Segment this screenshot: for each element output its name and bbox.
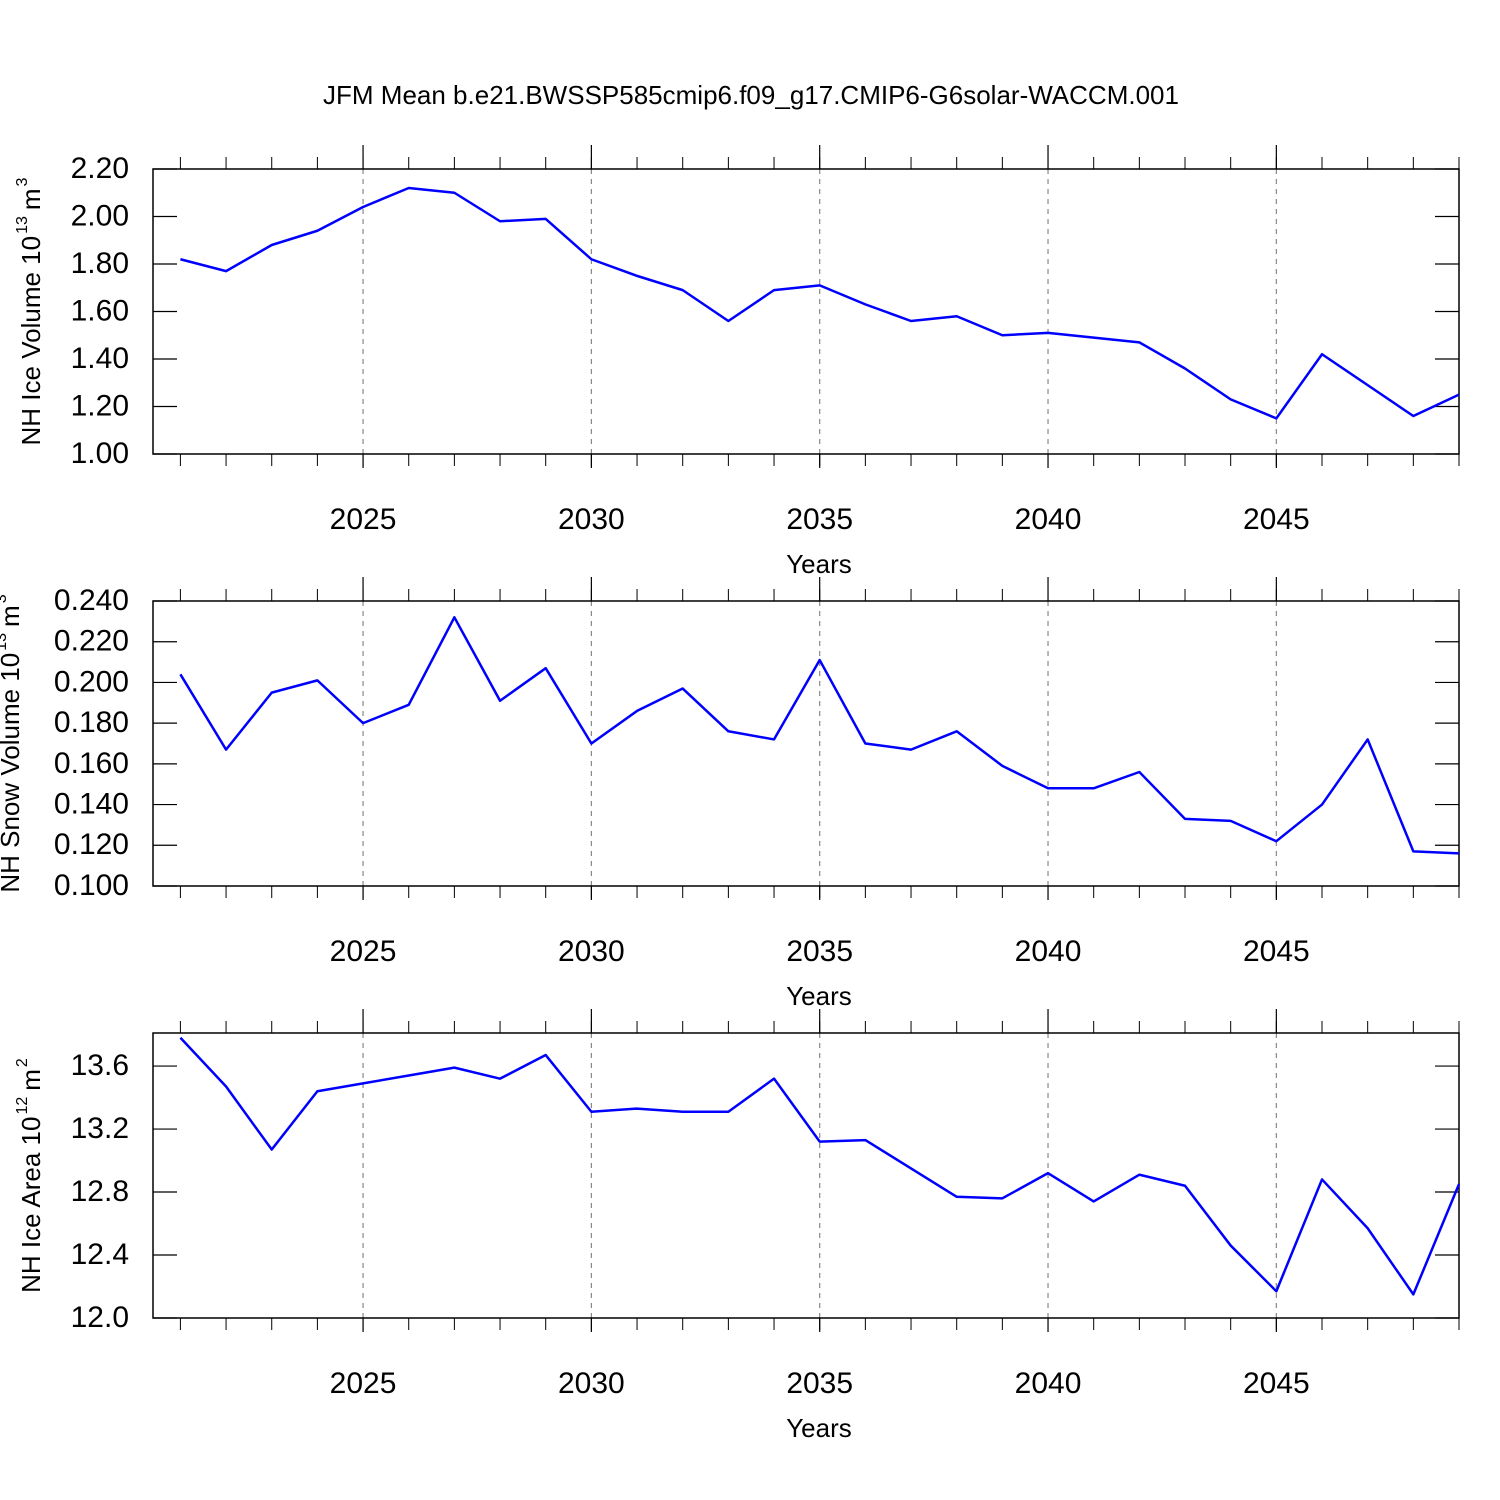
y-tick-label: 0.160: [54, 747, 129, 780]
y-tick-label: 0.200: [54, 665, 129, 698]
y-axis-label-superscript: 12: [14, 1097, 31, 1115]
y-tick-label: 12.0: [71, 1301, 129, 1334]
x-tick-label: 2025: [330, 935, 397, 968]
x-tick-label: 2035: [786, 1367, 853, 1400]
x-tick-label: 2040: [1015, 1367, 1082, 1400]
y-tick-label: 13.2: [71, 1112, 129, 1145]
y-axis-label-text: NH Snow Volume 10: [0, 653, 25, 893]
x-tick-label: 2045: [1243, 503, 1310, 536]
y-axis-label-superscript: 3: [14, 177, 31, 186]
y-axis-label-text: NH Ice Volume 10: [16, 236, 46, 446]
data-line: [179, 616, 1460, 855]
plot-frame: [152, 168, 1460, 455]
y-axis-label-text: m: [16, 1069, 46, 1091]
y-axis-label-text: m: [16, 188, 46, 210]
y-axis-label-superscript: 13: [14, 216, 31, 234]
data-line: [180, 186, 1460, 420]
x-tick-label: 2035: [786, 503, 853, 536]
y-axis-label: NH Snow Volume 10 13 m 3: [0, 594, 25, 892]
y-tick-label: 2.20: [71, 152, 129, 185]
y-axis-label-superscript: 2: [14, 1058, 31, 1067]
x-tick-label: 2040: [1015, 503, 1082, 536]
x-axis-label: Years: [786, 981, 852, 1011]
y-tick-label: 0.240: [54, 584, 129, 617]
y-axis-label: NH Ice Volume 10 13 m 3: [14, 177, 46, 445]
y-tick-label: 1.40: [71, 342, 129, 375]
y-tick-label: 12.4: [71, 1238, 129, 1271]
panel: 2025 2030 2035 2040 2045 12.0 12.4 12.8 13.2 13.6…: [14, 1009, 1461, 1443]
y-axis-label-text: m: [0, 605, 25, 627]
x-tick-label: 2025: [330, 503, 397, 536]
x-tick-label: 2025: [330, 1367, 397, 1400]
y-tick-label: 0.180: [54, 706, 129, 739]
y-tick-label: 1.60: [71, 294, 129, 327]
y-tick-label: 0.140: [54, 787, 129, 820]
y-tick-label: 12.8: [71, 1175, 129, 1208]
y-axis-label: NH Ice Area 10 12 m 2: [14, 1058, 46, 1293]
x-tick-label: 2035: [786, 935, 853, 968]
x-tick-label: 2040: [1015, 935, 1082, 968]
figure-title: JFM Mean b.e21.BWSSP585cmip6.f09_g17.CMI…: [323, 80, 1179, 110]
y-axis-label-superscript: 3: [0, 594, 10, 603]
y-tick-label: 0.100: [54, 869, 129, 902]
plot-frame: [152, 600, 1460, 887]
y-tick-label: 1.80: [71, 247, 129, 280]
x-tick-label: 2030: [558, 1367, 625, 1400]
x-tick-label: 2045: [1243, 1367, 1310, 1400]
y-tick-label: 13.6: [71, 1049, 129, 1082]
x-axis-label: Years: [786, 1413, 852, 1443]
panel: 2025 2030 2035 2040 2045 1.00 1.20 1.40 1.60 1.80…: [14, 145, 1460, 579]
y-tick-label: 0.220: [54, 625, 129, 658]
y-tick-label: 2.00: [71, 199, 129, 232]
plot-frame: [152, 1032, 1460, 1319]
y-axis-label-superscript: 13: [0, 633, 10, 651]
data-line: [179, 1036, 1461, 1296]
y-tick-label: 0.120: [54, 828, 129, 861]
y-tick-label: 1.00: [71, 437, 129, 470]
x-axis-label: Years: [786, 549, 852, 579]
x-tick-label: 2045: [1243, 935, 1310, 968]
panel: 2025 2030 2035 2040 2045 0.100 0.120 0.140 0.160…: [0, 577, 1460, 1011]
x-tick-label: 2030: [558, 503, 625, 536]
x-tick-label: 2030: [558, 935, 625, 968]
y-tick-label: 1.20: [71, 389, 129, 422]
y-axis-label-text: NH Ice Area 10: [16, 1117, 46, 1293]
